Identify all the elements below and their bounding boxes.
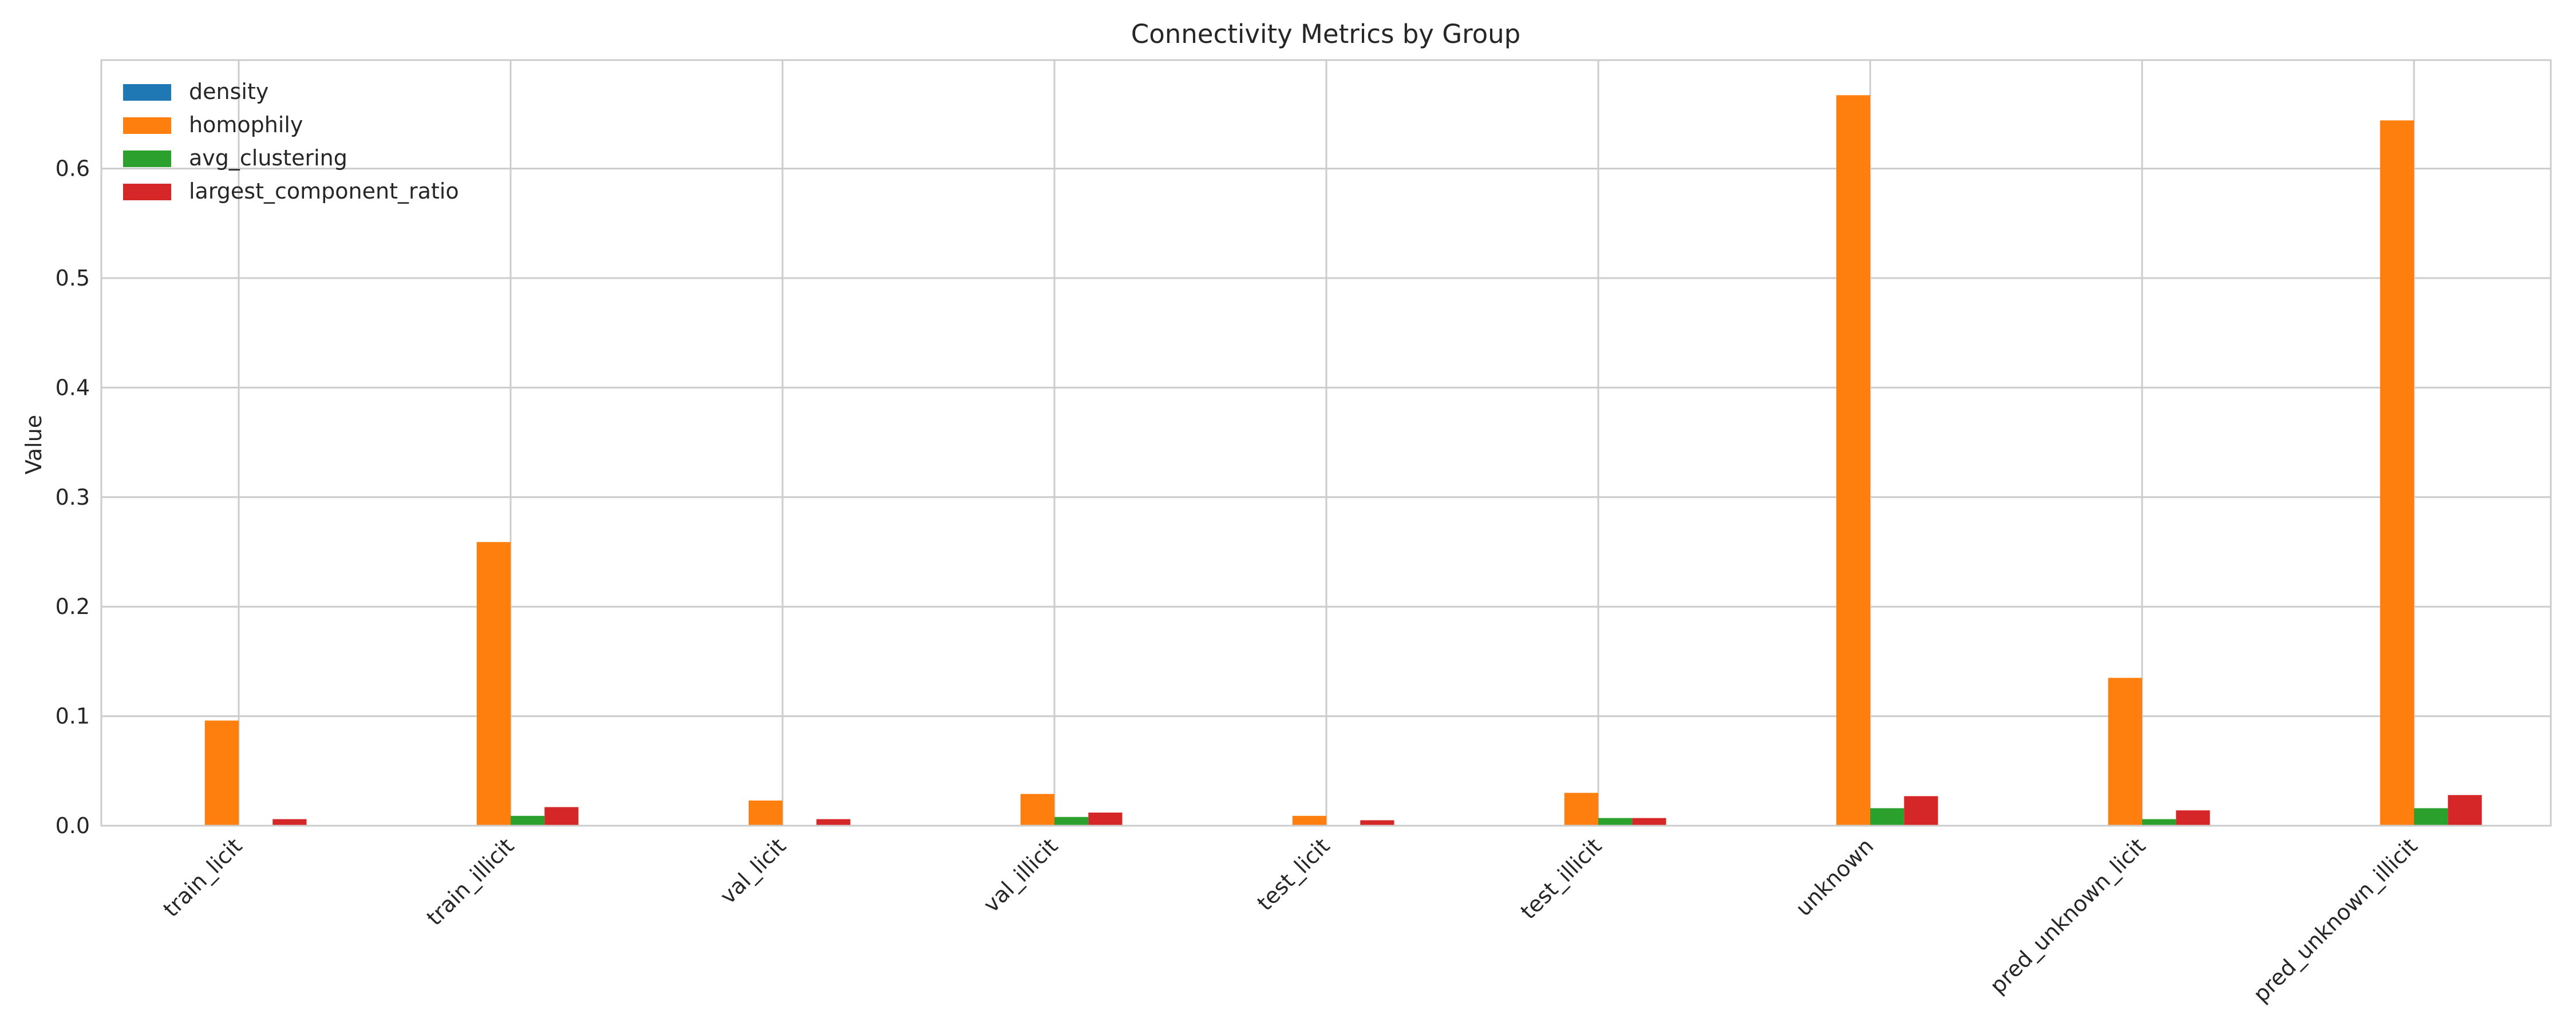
bar-homophily-val_illicit	[1020, 794, 1054, 826]
bar-homophily-pred_unknown_licit	[2108, 678, 2142, 826]
bar-avg_clustering-pred_unknown_licit	[2142, 819, 2176, 826]
bar-largest_component_ratio-test_licit	[1360, 820, 1394, 826]
y-axis-ticks: 0.0 0.1 0.2 0.3 0.4 0.5 0.6	[56, 156, 90, 838]
bar-avg_clustering-unknown	[1870, 808, 1905, 826]
y-tick-label: 0.3	[56, 485, 90, 510]
bar-avg_clustering-pred_unknown_illicit	[2414, 808, 2448, 826]
plot-frame	[100, 59, 2552, 827]
bar-homophily-pred_unknown_illicit	[2380, 120, 2414, 826]
legend-swatch-largest_component_ratio	[123, 184, 171, 200]
bar-largest_component_ratio-train_licit	[272, 819, 307, 826]
y-tick-label: 0.6	[56, 156, 90, 181]
bar-largest_component_ratio-val_illicit	[1088, 813, 1123, 826]
legend-label-largest_component_ratio: largest_component_ratio	[189, 179, 459, 204]
legend-label-density: density	[189, 79, 268, 104]
bar-homophily-unknown	[1836, 95, 1870, 826]
bar-homophily-train_licit	[204, 720, 239, 826]
bar-avg_clustering-test_illicit	[1598, 818, 1633, 826]
legend-swatch-homophily	[123, 117, 171, 134]
chart-title: Connectivity Metrics by Group	[1131, 19, 1520, 49]
bar-largest_component_ratio-val_licit	[816, 819, 851, 826]
y-tick-label: 0.5	[56, 266, 90, 291]
bar-avg_clustering-train_illicit	[511, 815, 545, 826]
bar-largest_component_ratio-test_illicit	[1632, 818, 1666, 826]
y-tick-label: 0.2	[56, 594, 90, 619]
bar-avg_clustering-val_illicit	[1054, 817, 1089, 826]
legend-swatch-density	[123, 84, 171, 101]
legend-label-avg_clustering: avg_clustering	[189, 145, 347, 171]
bar-homophily-test_illicit	[1564, 793, 1598, 826]
bar-largest_component_ratio-train_illicit	[544, 807, 579, 826]
bar-homophily-test_licit	[1292, 815, 1326, 826]
legend: density homophily avg_clustering largest_co…	[123, 79, 459, 204]
legend-label-homophily: homophily	[189, 112, 303, 137]
bar-largest_component_ratio-pred_unknown_licit	[2176, 810, 2210, 826]
bar-largest_component_ratio-unknown	[1904, 796, 1938, 826]
bar-homophily-val_licit	[748, 800, 783, 826]
legend-swatch-avg_clustering	[123, 150, 171, 167]
y-axis-label: Value	[21, 415, 46, 474]
y-tick-label: 0.4	[56, 375, 90, 400]
bars-layer	[204, 95, 2482, 826]
bar-homophily-train_illicit	[476, 542, 511, 826]
bar-largest_component_ratio-pred_unknown_illicit	[2448, 795, 2482, 826]
y-tick-label: 0.0	[56, 813, 90, 838]
y-tick-label: 0.1	[56, 704, 90, 729]
